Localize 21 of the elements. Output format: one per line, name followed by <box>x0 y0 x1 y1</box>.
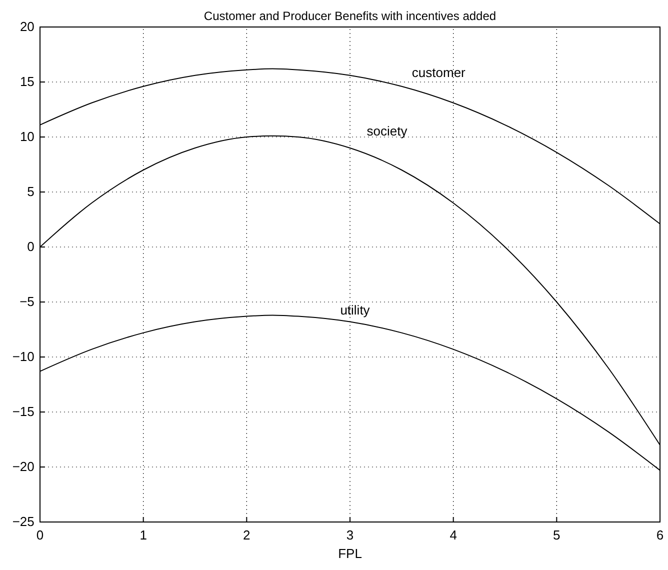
x-tick-label: 2 <box>243 527 250 542</box>
y-tick-label: 0 <box>27 239 34 254</box>
x-tick-label: 6 <box>656 527 664 542</box>
y-tick-label: −25 <box>12 514 34 530</box>
x-tick-label: 4 <box>450 527 457 542</box>
y-tick-label: −5 <box>20 294 34 310</box>
y-tick-label: 15 <box>20 74 34 90</box>
chart-title: Customer and Producer Benefits with incentives added <box>204 9 496 23</box>
y-tick-label: −10 <box>12 349 34 364</box>
y-tick-label: 10 <box>20 129 34 144</box>
x-tick-label: 3 <box>346 527 354 542</box>
x-tick-label: 1 <box>140 527 147 542</box>
series-label: utility <box>340 302 370 318</box>
y-tick-label: −15 <box>12 404 34 420</box>
y-tick-label: −20 <box>12 459 34 474</box>
y-tick-label: 5 <box>27 184 34 200</box>
series-label: society <box>366 124 408 139</box>
series-label: customer <box>412 64 466 80</box>
x-tick-label: 5 <box>553 527 560 542</box>
x-axis-title: FPL <box>338 546 362 561</box>
y-tick-label: 20 <box>20 19 34 34</box>
